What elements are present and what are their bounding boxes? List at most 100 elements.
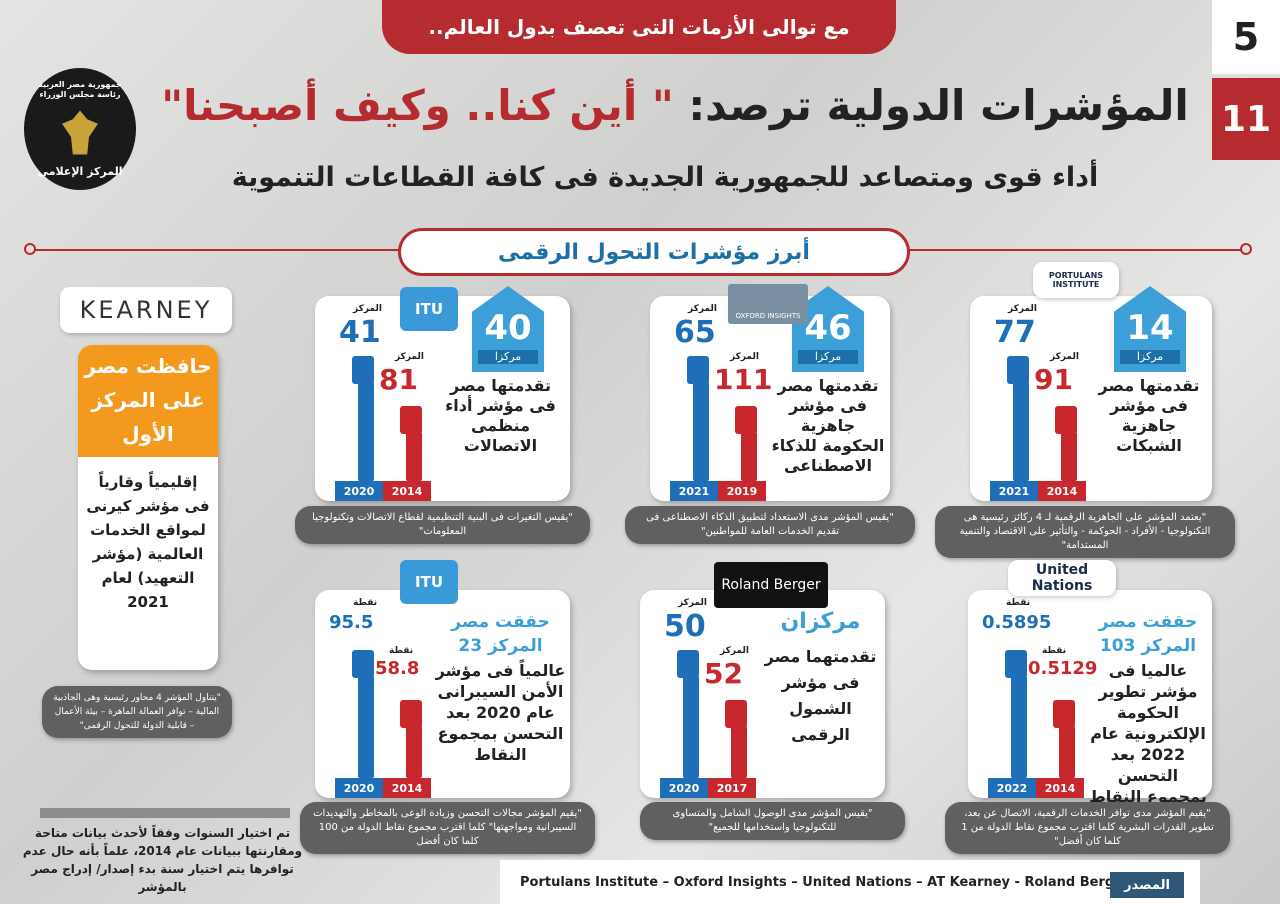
red-cable-icon xyxy=(731,726,747,778)
improvement-value: 46 xyxy=(804,308,852,348)
rank-label: المركز xyxy=(1008,304,1037,314)
card-headline: حققت مصر xyxy=(451,612,550,632)
source-text: Portulans Institute – Oxford Insights – … xyxy=(520,875,1169,890)
blue-cable-plug-icon xyxy=(687,356,709,384)
card-text: عالميا فى مؤشر تطوير الحكومة الإلكترونية… xyxy=(1089,661,1207,806)
card-headline: مركزان xyxy=(780,609,861,634)
year-new: 2020 xyxy=(660,778,708,798)
rank-label: نقطة xyxy=(389,646,414,656)
indicator-card: المركز 77 المركز 91 2021 2014 14 مركزا تقد… xyxy=(970,286,1212,501)
red-cable-plug-icon xyxy=(1053,700,1075,728)
year-new: 2020 xyxy=(335,778,383,798)
red-cable-plug-icon xyxy=(400,406,422,434)
rank-new: 95.5 xyxy=(329,612,374,633)
card-text: تقدمتها مصر فى مؤشر أداء منظمى الاتصالات xyxy=(445,376,556,455)
red-cable-icon xyxy=(406,432,422,481)
indicator-note: "يعتمد المؤشر على الجاهزية الرقمية لـ 4 … xyxy=(935,506,1235,558)
logo-bottom-text: المركز الإعلامى xyxy=(37,165,123,178)
rank-new: 41 xyxy=(339,315,381,350)
red-cable-icon xyxy=(1061,432,1077,481)
places-label: مركزا xyxy=(1120,350,1180,364)
red-cable-plug-icon xyxy=(725,700,747,728)
indicator-card: المركز 41 المركز 81 2020 2014 40 مركزا تقد… xyxy=(315,286,570,501)
indicator-card: نقطة 0.5895 نقطة 0.5129 2022 2014 حققت مص… xyxy=(968,590,1212,806)
kearney-note: "يتناول المؤشر 4 محاور رئيسية وهى الجاذب… xyxy=(42,686,232,738)
places-label: مركزا xyxy=(478,350,538,364)
eagle-icon xyxy=(62,110,98,155)
rank-old: 81 xyxy=(379,363,418,396)
roland-berger-logo: Roland Berger xyxy=(714,562,828,608)
indicator-note: "يقيم المؤشر مدى توافر الخدمات الرقمية، … xyxy=(945,802,1230,854)
divider-dot xyxy=(1240,243,1252,255)
blue-cable-icon xyxy=(1011,676,1027,778)
card-headline: حققت مصر xyxy=(1098,612,1198,632)
indicator-card: نقطة 95.5 نقطة 58.8 2020 2014 حققت مصر ال… xyxy=(315,590,570,798)
title-prefix: المؤشرات الدولية ترصد: xyxy=(688,81,1189,130)
footnote: تم اختيار السنوات وفقاً لأحدث بيانات متا… xyxy=(22,826,303,894)
divider-dot xyxy=(24,243,36,255)
section-title: أبرز مؤشرات التحول الرقمى xyxy=(398,228,910,276)
blue-cable-icon xyxy=(358,382,374,481)
page-subtitle: أداء قوى ومتصاعد للجمهورية الجديدة فى كا… xyxy=(231,162,1099,193)
red-cable-plug-icon xyxy=(400,700,422,728)
card-text: تقدمتها مصر فى مؤشر جاهزية الحكومة للذكا… xyxy=(771,376,885,475)
rank-new: 77 xyxy=(994,315,1036,350)
indicator-note: "يقيس التغيرات فى البنية التنظيمية لقطاع… xyxy=(295,506,590,544)
year-new: 2022 xyxy=(988,778,1036,798)
card-rank-line: المركز 103 xyxy=(1099,636,1197,656)
rank-label: المركز xyxy=(353,304,382,314)
indicator-note: "يقيس المؤشر مدى الاستعداد لتطبيق الذكاء… xyxy=(625,506,915,544)
itu-logo: ITU xyxy=(400,560,458,604)
card-text: عالمياً فى مؤشر الأمن السيبرانى عام 2020… xyxy=(435,661,566,764)
improvement-badge: 40 مركزا xyxy=(472,286,544,372)
red-cable-icon xyxy=(406,726,422,778)
rank-new: 50 xyxy=(664,609,706,644)
rank-label: المركز xyxy=(1050,352,1079,362)
indicator-note: "يقيس المؤشر مدى الوصول الشامل والمتساوى… xyxy=(640,802,905,840)
page-number: 5 xyxy=(1212,0,1280,74)
blue-cable-plug-icon xyxy=(677,650,699,678)
kearney-headline: حافظت مصر على المركز الأول xyxy=(78,345,218,457)
rank-new: 65 xyxy=(674,315,716,350)
rank-label: المركز xyxy=(720,646,749,656)
rank-new: 0.5895 xyxy=(982,612,1052,633)
year-old: 2017 xyxy=(708,778,756,798)
footnote-bar xyxy=(40,808,290,818)
blue-cable-plug-icon xyxy=(352,650,374,678)
rank-label: المركز xyxy=(688,304,717,314)
year-old: 2014 xyxy=(1036,778,1084,798)
rank-old: 0.5129 xyxy=(1028,658,1098,679)
kearney-logo: KEARNEY xyxy=(60,287,232,333)
red-cable-icon xyxy=(1059,726,1075,778)
year-old: 2014 xyxy=(383,481,431,501)
year-new: 2021 xyxy=(670,481,718,501)
rank-label: نقطة xyxy=(1042,646,1067,656)
title-quote: " أين كنا.. وكيف أصبحنا" xyxy=(161,81,674,130)
year-old: 2014 xyxy=(383,778,431,798)
card-text: تقدمتهما مصر فى مؤشر الشمول الرقمى xyxy=(764,647,877,744)
kearney-text: إقليمياً وقارياً فى مؤشر كيرنى لمواقع ال… xyxy=(86,473,210,611)
source-label: المصدر xyxy=(1110,872,1184,898)
indicator-card: المركز 65 المركز 111 2021 2019 46 مركزا تق… xyxy=(650,286,890,501)
blue-cable-icon xyxy=(683,676,699,778)
rank-old: 52 xyxy=(704,657,743,690)
blue-cable-icon xyxy=(358,676,374,778)
portulans-logo: PORTULANS INSTITUTE xyxy=(1033,262,1119,298)
year-old: 2019 xyxy=(718,481,766,501)
blue-cable-icon xyxy=(693,382,709,481)
red-cable-plug-icon xyxy=(1055,406,1077,434)
indicator-note: "يقيم المؤشر مجالات التحسن وزيادة الوعى … xyxy=(300,802,595,854)
rank-old: 111 xyxy=(714,363,773,396)
rank-old: 58.8 xyxy=(375,658,420,679)
logo-top-text: جمهورية مصر العربية رئاسة مجلس الوزراء xyxy=(38,80,122,99)
blue-cable-plug-icon xyxy=(1005,650,1027,678)
improvement-badge: 14 مركزا xyxy=(1114,286,1186,372)
card-rank-line: المركز 23 xyxy=(458,636,543,656)
rank-label: نقطة xyxy=(1006,598,1031,608)
rank-old: 91 xyxy=(1034,363,1073,396)
rank-label: المركز xyxy=(395,352,424,362)
rank-label: نقطة xyxy=(353,598,378,608)
total-pages: 11 xyxy=(1212,78,1280,160)
year-old: 2014 xyxy=(1038,481,1086,501)
blue-cable-plug-icon xyxy=(352,356,374,384)
